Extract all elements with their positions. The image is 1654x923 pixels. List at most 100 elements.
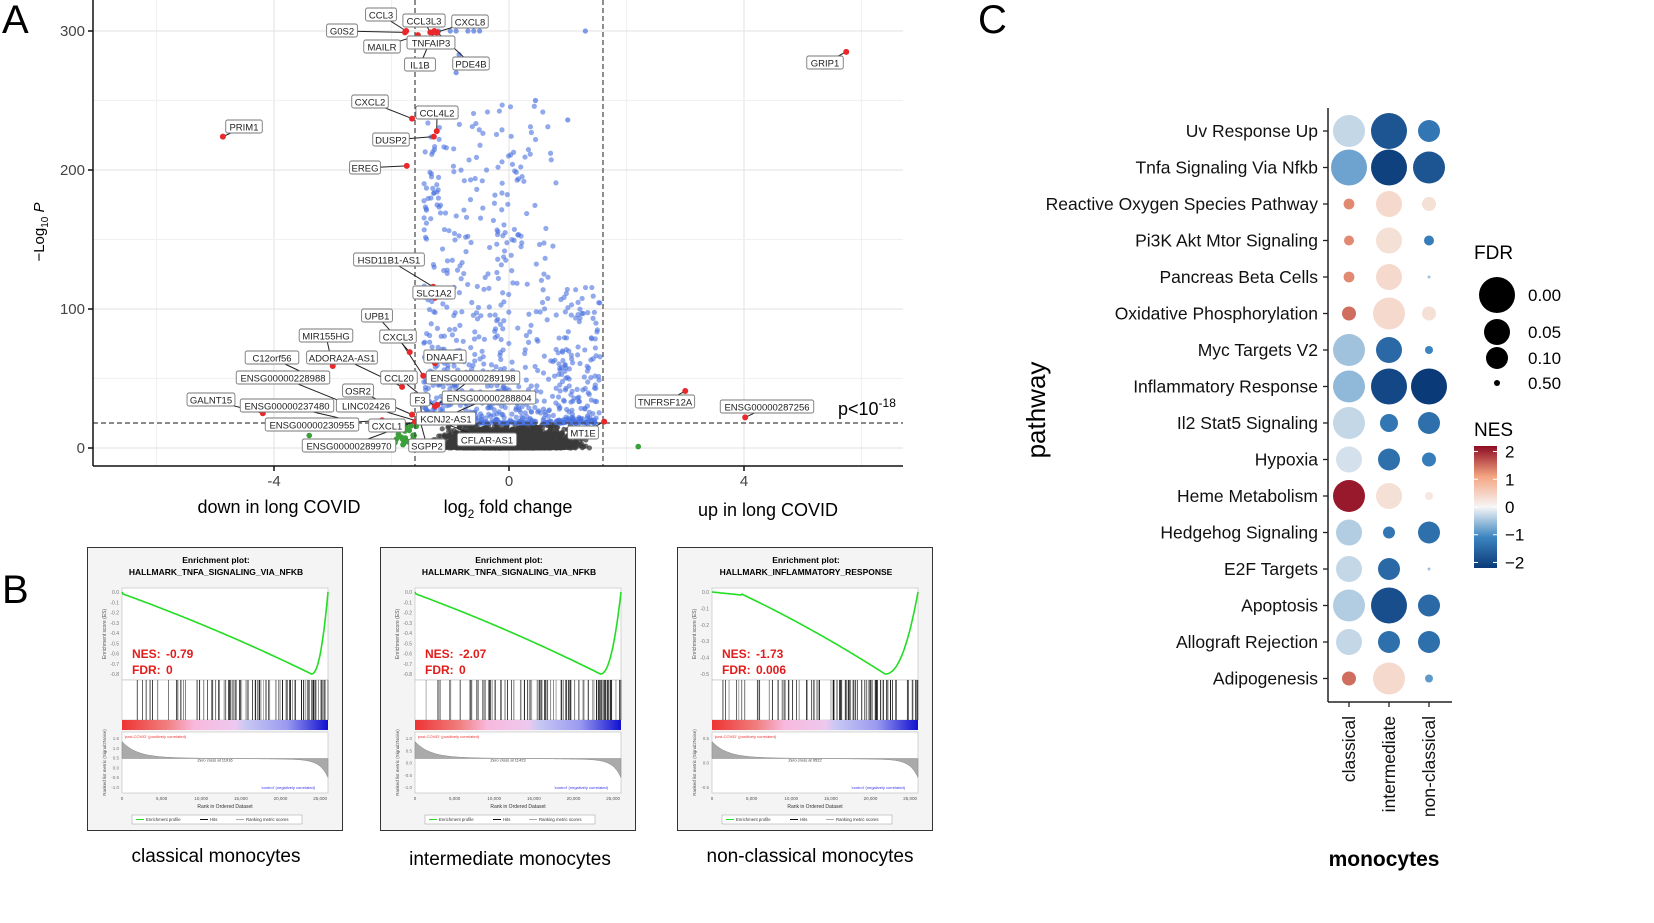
gene-point-sig-p [575, 299, 581, 305]
gene-label-box [349, 160, 381, 175]
y-axis-title: pathway [1021, 362, 1051, 459]
gsea-legend-box [721, 814, 893, 825]
gene-point-sig-p [577, 360, 583, 367]
gene-point-sig-p [544, 420, 550, 426]
gene-label-box [719, 399, 815, 414]
gene-label: GRIP1 [811, 59, 840, 70]
gene-point-ns [551, 439, 557, 445]
gene-point-sig-p [436, 136, 442, 143]
gene-point-sig-p [460, 338, 466, 344]
gene-point-sig-p [463, 214, 470, 220]
gene-point-sig-p [476, 127, 482, 133]
gene-point-sig-p [560, 357, 566, 364]
gene-point-sig-p [596, 410, 602, 416]
gene-point-sig-p [591, 420, 598, 426]
gene-point-sig-p [588, 375, 594, 381]
gene-point-sig-p [501, 248, 508, 254]
gene-point-sig-p [469, 366, 475, 372]
gene-point-sig-p [472, 329, 478, 335]
gene-label: CXCL8 [455, 18, 486, 29]
metric-axis-label: Ranked list metric (Signal2Noise) [692, 729, 697, 796]
metric-tick-label: 0.0 [703, 761, 710, 766]
gene-point-sig-p [428, 195, 434, 201]
fdr-value: 0 [166, 663, 173, 677]
gene-label-box [351, 94, 389, 109]
gene-point-ns [462, 425, 468, 432]
rank-tick-label: 20,000 [274, 796, 288, 801]
gene-point-sig-p [500, 326, 506, 332]
es-tick-label: -0.3 [403, 621, 412, 627]
gene-point-labeled [601, 418, 608, 425]
gene-point-sig-p [518, 244, 524, 250]
gene-point-sig-fc [408, 422, 415, 429]
gene-point-sig-p [504, 240, 510, 246]
negative-correlation-label: 'control' (negatively correlated) [554, 785, 609, 790]
x-axis-label-sub: 2 [468, 507, 475, 521]
gene-point-sig-p [434, 182, 440, 188]
gene-point-sig-p [557, 365, 563, 371]
gene-point-sig-p [492, 328, 498, 334]
gene-label: MT1E [570, 429, 595, 440]
pathway-dot [1424, 235, 1434, 246]
gene-point-sig-p [497, 420, 504, 426]
gene-point-sig-p [459, 309, 465, 315]
gene-point-sig-p [555, 394, 562, 400]
gene-point-sig-p [439, 246, 446, 252]
gene-label-box [306, 350, 378, 365]
gene-point-sig-p [437, 210, 444, 216]
es-tick-label: -0.4 [110, 631, 119, 637]
gene-point-sig-p [503, 257, 509, 263]
gene-point-sig-p [595, 373, 602, 380]
gene-point-sig-p [471, 28, 477, 34]
gene-point-sig-p [510, 280, 516, 286]
gene-label: CXCL2 [355, 98, 386, 109]
gene-point-sig-p [543, 225, 549, 232]
gene-point-sig-p [472, 351, 478, 358]
pathway-label: Il2 Stat5 Signaling [1177, 413, 1318, 433]
gene-point-sig-p [456, 233, 462, 239]
gene-point-sig-p [461, 270, 467, 277]
gene-point-sig-p [564, 286, 570, 293]
gene-point-sig-p [588, 397, 594, 403]
gene-label-box [423, 349, 467, 364]
es-tick-label: -0.6 [403, 652, 412, 658]
gene-point-sig-p [540, 287, 546, 293]
gene-point-sig-p [571, 395, 577, 401]
pathway-dot [1331, 149, 1367, 186]
gene-point-sig-p [486, 285, 492, 291]
pathway-label: Heme Metabolism [1177, 486, 1318, 506]
nes-legend-label: 0 [1505, 498, 1514, 517]
fdr-value: 0.006 [756, 663, 786, 677]
pathway-dot [1333, 370, 1365, 403]
es-tick-label: -0.5 [700, 672, 709, 678]
negative-correlation-label: 'control' (negatively correlated) [261, 785, 316, 790]
pathway-dot [1333, 589, 1365, 622]
metric-tick-label: 0.5 [703, 736, 710, 741]
gene-point-sig-p [538, 389, 544, 395]
gene-point-sig-p [480, 354, 486, 360]
gene-label-box [402, 13, 446, 28]
gene-point-labeled [433, 128, 440, 135]
gene-point-sig-p [548, 157, 554, 163]
gene-point-sig-p [538, 410, 544, 416]
gene-label: OSR2 [345, 387, 371, 398]
gene-point-sig-p [493, 364, 499, 370]
gene-point-sig-p [469, 299, 475, 306]
gene-point-sig-p [498, 356, 504, 363]
gene-point-sig-p [532, 97, 539, 104]
pathway-dot [1336, 519, 1362, 546]
gene-point-sig-p [562, 309, 568, 315]
gene-point-sig-p [482, 274, 488, 281]
gene-point-sig-p [491, 200, 498, 206]
ranked-list-color-bar [415, 720, 621, 730]
metric-tick-label: -0.5 [404, 773, 412, 778]
gene-point-sig-p [496, 409, 502, 415]
es-tick-label: 0.0 [112, 590, 119, 596]
gsea-legend-box [131, 814, 303, 825]
es-tick-label: -0.7 [110, 662, 119, 668]
rank-tick-label: 25,000 [313, 796, 327, 801]
gene-point-labeled [843, 48, 850, 55]
gene-point-ns [443, 433, 449, 439]
gene-point-ns [451, 427, 457, 434]
column-label: intermediate [1379, 716, 1399, 812]
